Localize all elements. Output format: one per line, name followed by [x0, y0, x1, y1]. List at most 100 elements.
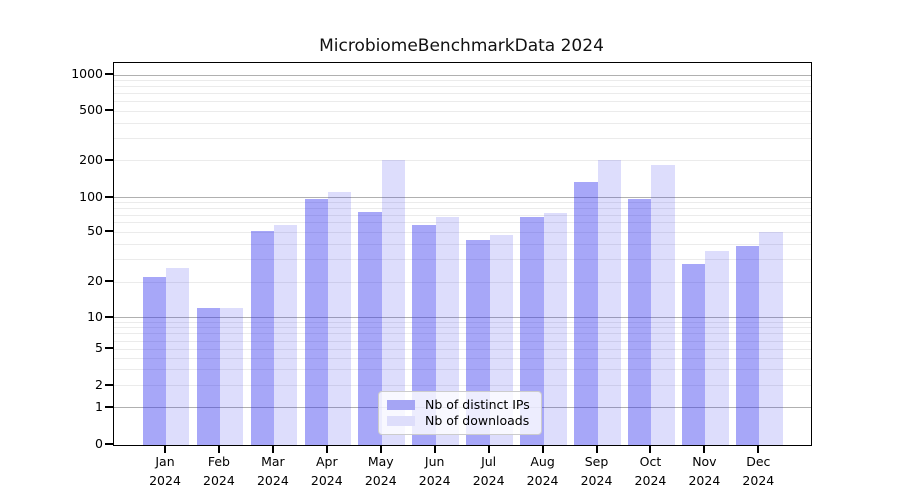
minor-gridline	[114, 79, 811, 81]
bar-oct-downloads	[651, 165, 675, 445]
bar-aug-downloads	[543, 212, 567, 445]
y-tick-mark	[105, 405, 113, 408]
y-tick-mark	[105, 315, 113, 318]
x-tick-mark	[757, 445, 760, 453]
major-gridline	[114, 197, 811, 199]
minor-gridline	[114, 93, 811, 95]
x-tick-label-feb: Feb 2024	[203, 454, 235, 488]
minor-gridline	[114, 101, 811, 103]
x-tick-mark	[595, 445, 598, 453]
legend-item-downloads: Nb of downloads	[387, 413, 533, 429]
bar-jan-distinct-ips	[142, 276, 166, 445]
chart-title: MicrobiomeBenchmarkData 2024	[319, 36, 604, 56]
minor-gridline	[114, 322, 811, 324]
minor-gridline	[114, 231, 811, 233]
y-tick-label-1000: 1000	[71, 65, 103, 81]
minor-gridline	[114, 110, 811, 112]
bar-apr-distinct-ips	[304, 199, 328, 445]
x-tick-label-dec: Dec 2024	[742, 454, 775, 488]
x-tick-label-jan: Jan 2024	[149, 454, 181, 488]
y-tick-label-0: 0	[95, 436, 103, 451]
legend-label-downloads: Nb of downloads	[425, 413, 530, 428]
minor-gridline	[114, 327, 811, 329]
bar-dec-downloads	[759, 232, 783, 445]
bar-nov-distinct-ips	[682, 263, 706, 445]
x-tick-mark	[271, 445, 274, 453]
bar-mar-downloads	[273, 224, 298, 445]
y-tick-label-2: 2	[95, 376, 103, 392]
y-tick-mark	[105, 383, 113, 386]
bar-oct-distinct-ips	[628, 198, 652, 445]
legend: Nb of distinct IPs Nb of downloads	[378, 391, 542, 435]
x-tick-label-nov: Nov 2024	[688, 454, 721, 488]
y-tick-mark	[105, 158, 113, 161]
x-tick-label-mar: Mar 2024	[256, 454, 289, 488]
y-tick-mark	[105, 229, 113, 232]
y-tick-mark	[105, 443, 113, 445]
x-tick-mark	[217, 445, 220, 453]
x-tick-label-may: May 2024	[364, 454, 397, 488]
x-tick-label-jul: Jul 2024	[472, 454, 505, 488]
bar-jun-distinct-ips	[412, 224, 436, 445]
y-tick-label-5: 5	[95, 340, 103, 356]
x-tick-mark	[164, 445, 166, 453]
y-tick-label-20: 20	[87, 273, 103, 288]
bar-jun-downloads	[435, 216, 459, 445]
x-tick-mark	[703, 445, 706, 453]
x-tick-label-sep: Sep 2024	[580, 454, 613, 488]
x-tick-label-apr: Apr 2024	[310, 454, 343, 488]
bar-feb-distinct-ips	[196, 308, 220, 445]
y-tick-mark	[105, 347, 113, 350]
y-tick-label-200: 200	[79, 151, 103, 167]
bar-mar-distinct-ips	[250, 231, 274, 445]
x-tick-mark	[541, 445, 544, 453]
bar-sep-distinct-ips	[574, 181, 598, 445]
x-tick-mark	[379, 445, 382, 453]
bar-may-distinct-ips	[358, 211, 382, 445]
minor-gridline	[114, 259, 811, 261]
bar-feb-downloads	[219, 308, 244, 445]
minor-gridline	[114, 122, 811, 124]
bar-dec-distinct-ips	[736, 245, 760, 445]
x-tick-label-oct: Oct 2024	[634, 454, 667, 488]
minor-gridline	[114, 160, 811, 162]
bar-may-downloads	[381, 160, 406, 445]
minor-gridline	[114, 243, 811, 245]
y-tick-mark	[105, 109, 113, 112]
x-tick-mark	[487, 445, 490, 453]
legend-label-distinct-ips: Nb of distinct IPs	[425, 397, 530, 412]
bar-sep-downloads	[597, 159, 621, 445]
y-tick-mark	[105, 280, 113, 282]
minor-gridline	[114, 348, 811, 350]
minor-gridline	[114, 138, 811, 140]
minor-gridline	[114, 281, 811, 283]
y-tick-mark	[105, 195, 113, 198]
y-tick-label-500: 500	[79, 102, 103, 118]
minor-gridline	[114, 86, 811, 88]
legend-item-distinct-ips: Nb of distinct IPs	[387, 397, 533, 413]
y-tick-label-100: 100	[79, 188, 103, 204]
y-tick-label-10: 10	[87, 308, 103, 324]
legend-swatch-distinct-ips	[387, 400, 415, 410]
minor-gridline	[114, 333, 811, 335]
minor-gridline	[114, 222, 811, 224]
y-tick-label-50: 50	[87, 222, 103, 238]
minor-gridline	[114, 357, 811, 359]
minor-gridline	[114, 340, 811, 342]
minor-gridline	[114, 208, 811, 210]
minor-gridline	[114, 369, 811, 371]
y-tick-mark	[105, 72, 113, 75]
x-tick-label-aug: Aug 2024	[526, 454, 559, 488]
minor-gridline	[114, 385, 811, 387]
minor-gridline	[114, 202, 811, 204]
x-tick-mark	[325, 445, 328, 453]
minor-gridline	[114, 214, 811, 216]
x-tick-mark	[649, 445, 652, 453]
legend-swatch-downloads	[387, 416, 415, 426]
y-tick-label-1: 1	[95, 398, 103, 414]
bar-apr-downloads	[327, 191, 352, 445]
bar-nov-downloads	[705, 251, 729, 445]
plot-area	[113, 62, 812, 446]
x-tick-mark	[433, 445, 436, 453]
